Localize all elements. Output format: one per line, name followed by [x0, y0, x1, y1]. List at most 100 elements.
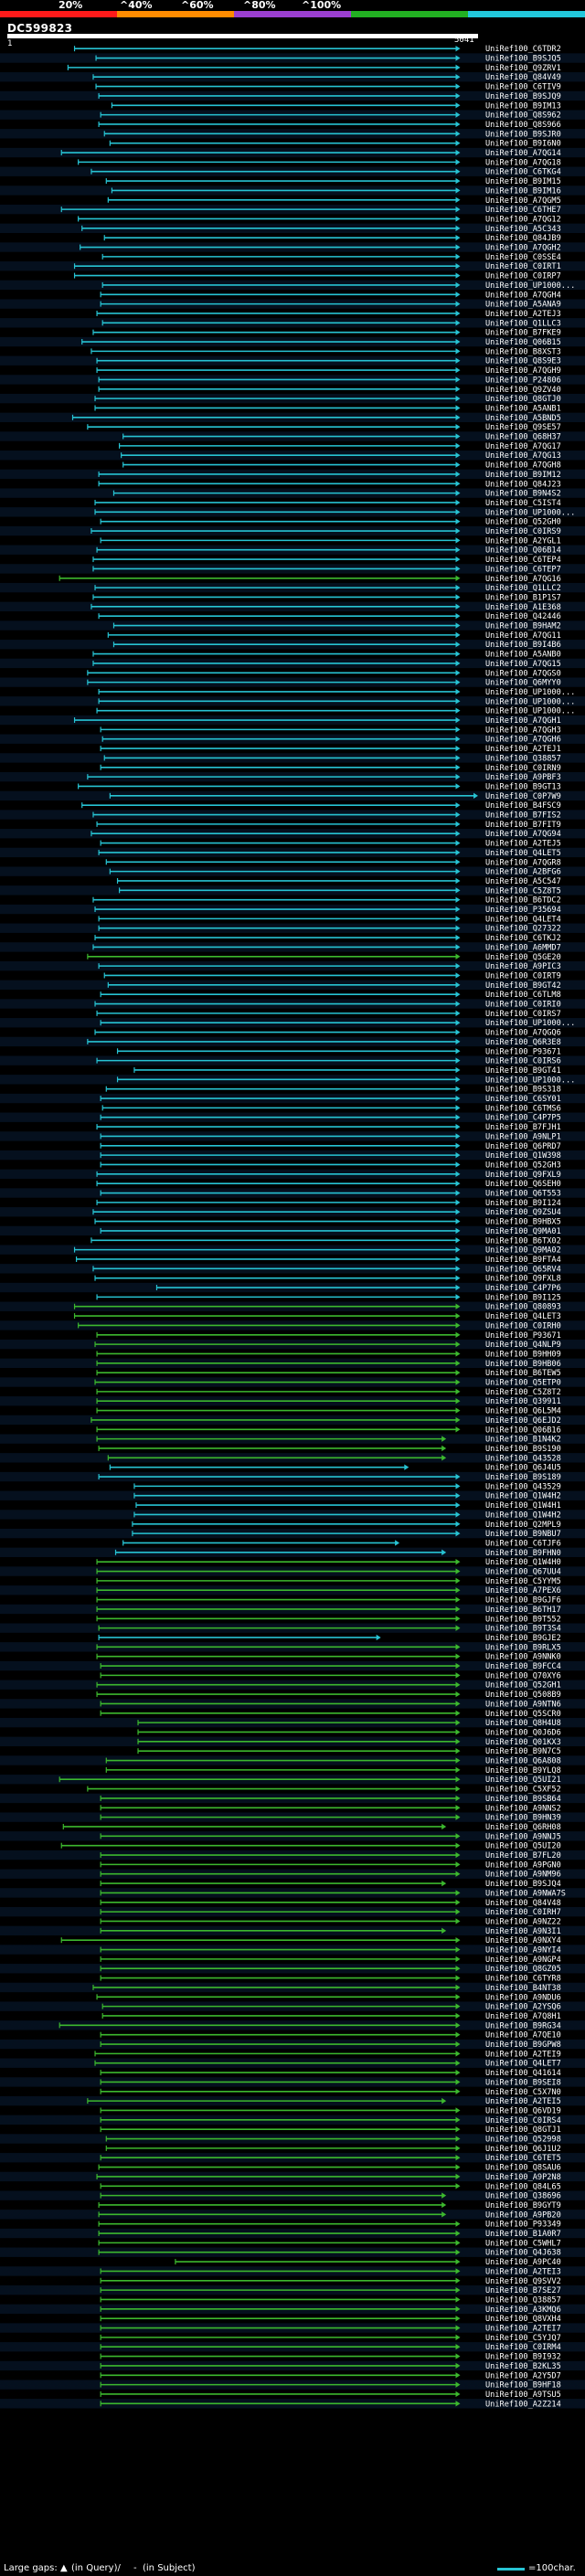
hit-label[interactable]: UniRef100_UP1000...	[485, 688, 575, 697]
hit-label[interactable]: UniRef100_A9NXY4	[485, 1936, 561, 1945]
hit-label[interactable]: UniRef100_C6TIV9	[485, 83, 561, 92]
hit-label[interactable]: UniRef100_A9NNK0	[485, 1653, 561, 1662]
hit-label[interactable]: UniRef100_Q5UI20	[485, 1842, 561, 1851]
hit-label[interactable]: UniRef100_Q508B9	[485, 1691, 561, 1700]
hit-label[interactable]: UniRef100_A2TEI5	[485, 2097, 561, 2106]
hit-label[interactable]: UniRef100_A2TEJ1	[485, 745, 561, 754]
hit-label[interactable]: UniRef100_A9NYI4	[485, 1946, 561, 1956]
hit-label[interactable]: UniRef100_B9GJF6	[485, 1596, 561, 1606]
hit-label[interactable]: UniRef100_Q41614	[485, 2069, 561, 2078]
hit-label[interactable]: UniRef100_B9IM13	[485, 101, 561, 111]
hit-label[interactable]: UniRef100_B9IM12	[485, 471, 561, 480]
hit-label[interactable]: UniRef100_A9NLP1	[485, 1132, 561, 1141]
hit-label[interactable]: UniRef100_Q8H4U8	[485, 1719, 561, 1728]
hit-label[interactable]: UniRef100_Q4LET5	[485, 849, 561, 858]
hit-label[interactable]: UniRef100_A9NGP4	[485, 1956, 561, 1965]
hit-label[interactable]: UniRef100_Q52GH3	[485, 1161, 561, 1170]
hit-label[interactable]: UniRef100_B9SJQ5	[485, 55, 561, 64]
hit-label[interactable]: UniRef100_C0IRM4	[485, 2343, 561, 2352]
hit-label[interactable]: UniRef100_B6TH17	[485, 1606, 561, 1615]
hit-label[interactable]: UniRef100_B7FIS2	[485, 811, 561, 821]
hit-label[interactable]: UniRef100_B9S189	[485, 1473, 561, 1482]
hit-label[interactable]: UniRef100_B6TEW5	[485, 1369, 561, 1378]
hit-label[interactable]: UniRef100_P24806	[485, 376, 561, 385]
hit-label[interactable]: UniRef100_P93671	[485, 1331, 561, 1341]
hit-label[interactable]: UniRef100_A7QGH4	[485, 291, 561, 300]
hit-label[interactable]: UniRef100_Q1W4H1	[485, 1501, 561, 1511]
hit-label[interactable]: UniRef100_Q9FXL9	[485, 1171, 561, 1180]
hit-label[interactable]: UniRef100_P93349	[485, 2221, 561, 2230]
hit-label[interactable]: UniRef100_Q9MA02	[485, 1246, 561, 1256]
hit-label[interactable]: UniRef100_C6THE7	[485, 206, 561, 215]
hit-label[interactable]: UniRef100_C0SSE4	[485, 253, 561, 262]
hit-label[interactable]: UniRef100_A6MMD7	[485, 943, 561, 952]
hit-label[interactable]: UniRef100_C5IST4	[485, 499, 561, 508]
hit-label[interactable]: UniRef100_C6TEP4	[485, 556, 561, 565]
hit-label[interactable]: UniRef100_B9YLQ8	[485, 1766, 561, 1776]
hit-label[interactable]: UniRef100_B9GT13	[485, 782, 561, 791]
hit-label[interactable]: UniRef100_C0IRS7	[485, 1010, 561, 1019]
hit-label[interactable]: UniRef100_Q4NLP9	[485, 1341, 561, 1350]
hit-label[interactable]: UniRef100_B9FHN0	[485, 1549, 561, 1558]
hit-label[interactable]: UniRef100_A9NNJ5	[485, 1832, 561, 1841]
hit-label[interactable]: UniRef100_B9SJQ9	[485, 92, 561, 101]
hit-label[interactable]: UniRef100_A2TEI7	[485, 2325, 561, 2334]
hit-label[interactable]: UniRef100_A7QG18	[485, 158, 561, 167]
hit-label[interactable]: UniRef100_C5Z8T5	[485, 886, 561, 896]
hit-label[interactable]: UniRef100_A2TEI9	[485, 2050, 561, 2059]
hit-label[interactable]: UniRef100_A2BFG6	[485, 868, 561, 877]
hit-label[interactable]: UniRef100_Q84J23	[485, 480, 561, 489]
hit-label[interactable]: UniRef100_B9IM16	[485, 186, 561, 196]
hit-label[interactable]: UniRef100_C6TDR2	[485, 45, 561, 54]
hit-label[interactable]: UniRef100_Q9ZV40	[485, 386, 561, 395]
hit-label[interactable]: UniRef100_Q1LLC3	[485, 319, 561, 328]
hit-label[interactable]: UniRef100_B9FCC4	[485, 1662, 561, 1671]
hit-label[interactable]: UniRef100_Q9FXL8	[485, 1275, 561, 1284]
hit-label[interactable]: UniRef100_A9PIC3	[485, 962, 561, 971]
hit-label[interactable]: UniRef100_Q4J638	[485, 2249, 561, 2258]
hit-label[interactable]: UniRef100_A9NTN6	[485, 1700, 561, 1709]
hit-label[interactable]: UniRef100_A2YGL1	[485, 536, 561, 546]
hit-label[interactable]: UniRef100_B9GT42	[485, 981, 561, 991]
hit-label[interactable]: UniRef100_A5C547	[485, 877, 561, 886]
hit-label[interactable]: UniRef100_C0IRH0	[485, 1321, 561, 1330]
hit-label[interactable]: UniRef100_C0IRP7	[485, 272, 561, 281]
hit-label[interactable]: UniRef100_Q5UI21	[485, 1776, 561, 1785]
hit-label[interactable]: UniRef100_C5Z8T2	[485, 1388, 561, 1397]
hit-label[interactable]: UniRef100_Q9SVV2	[485, 2277, 561, 2286]
hit-label[interactable]: UniRef100_Q43529	[485, 1482, 561, 1491]
hit-label[interactable]: UniRef100_B9HAM2	[485, 622, 561, 631]
hit-label[interactable]: UniRef100_C0IRS9	[485, 527, 561, 536]
hit-label[interactable]: UniRef100_C6TEP7	[485, 565, 561, 574]
hit-label[interactable]: UniRef100_C4P7P5	[485, 1114, 561, 1123]
hit-label[interactable]: UniRef100_A5ANB1	[485, 404, 561, 413]
hit-label[interactable]: UniRef100_Q6J1U2	[485, 2145, 561, 2154]
hit-label[interactable]: UniRef100_Q06B15	[485, 338, 561, 347]
hit-label[interactable]: UniRef100_B9S190	[485, 1445, 561, 1454]
hit-label[interactable]: UniRef100_A7QG17	[485, 442, 561, 451]
hit-label[interactable]: UniRef100_Q6MYY0	[485, 679, 561, 688]
hit-label[interactable]: UniRef100_B2KL35	[485, 2362, 561, 2371]
hit-label[interactable]: UniRef100_Q8S966	[485, 121, 561, 130]
hit-label[interactable]: UniRef100_UP1000...	[485, 508, 575, 517]
hit-label[interactable]: UniRef100_Q6SEH0	[485, 1180, 561, 1189]
hit-label[interactable]: UniRef100_B1N4K2	[485, 1436, 561, 1445]
hit-label[interactable]: UniRef100_A7QG11	[485, 631, 561, 641]
hit-label[interactable]: UniRef100_Q8GTJ1	[485, 2125, 561, 2135]
hit-label[interactable]: UniRef100_A7QGH8	[485, 461, 561, 471]
hit-label[interactable]: UniRef100_A7QGM5	[485, 196, 561, 206]
hit-label[interactable]: UniRef100_Q0J6D6	[485, 1728, 561, 1737]
hit-label[interactable]: UniRef100_A7QGH9	[485, 366, 561, 376]
hit-label[interactable]: UniRef100_A7QG94	[485, 830, 561, 839]
hit-label[interactable]: UniRef100_B4NT38	[485, 1984, 561, 1993]
hit-label[interactable]: UniRef100_B9HF18	[485, 2381, 561, 2390]
hit-label[interactable]: UniRef100_Q27322	[485, 925, 561, 934]
hit-label[interactable]: UniRef100_Q42446	[485, 612, 561, 621]
hit-label[interactable]: UniRef100_C5YJQ7	[485, 2334, 561, 2343]
hit-label[interactable]: UniRef100_A5C343	[485, 225, 561, 234]
hit-label[interactable]: UniRef100_A9NNS2	[485, 1804, 561, 1813]
hit-label[interactable]: UniRef100_B9RLX5	[485, 1643, 561, 1652]
hit-label[interactable]: UniRef100_Q8S962	[485, 111, 561, 121]
hit-label[interactable]: UniRef100_A9N3I1	[485, 1927, 561, 1936]
hit-label[interactable]: UniRef100_Q6L5M4	[485, 1407, 561, 1416]
